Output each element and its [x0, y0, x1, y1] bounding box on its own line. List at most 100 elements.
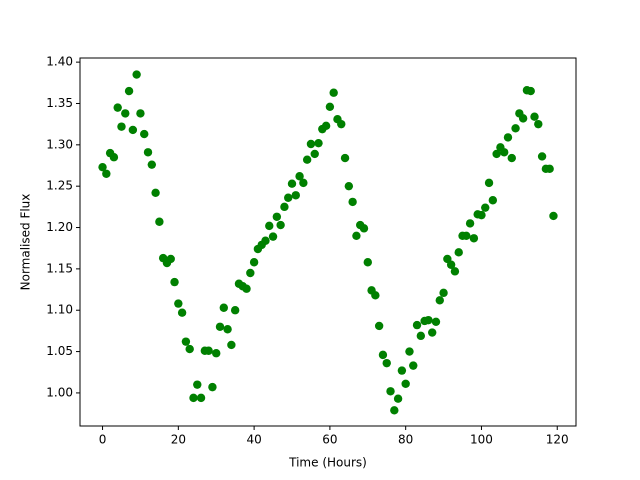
point — [371, 291, 380, 300]
point — [488, 196, 498, 205]
point — [204, 346, 213, 355]
point — [174, 299, 183, 308]
point — [215, 322, 225, 331]
point — [530, 112, 539, 121]
point — [227, 340, 236, 350]
point — [503, 133, 513, 142]
point — [219, 303, 228, 312]
point — [378, 350, 388, 360]
point — [428, 328, 437, 337]
point — [249, 258, 259, 267]
point — [287, 179, 297, 188]
point — [291, 191, 300, 200]
point — [409, 361, 418, 370]
point — [117, 122, 126, 131]
x-tick-label: 0 — [99, 433, 107, 447]
point — [484, 178, 494, 188]
point — [405, 347, 414, 356]
point — [185, 344, 194, 354]
point — [212, 349, 221, 358]
point — [390, 406, 399, 415]
point — [265, 221, 274, 231]
point — [189, 393, 198, 403]
point — [359, 224, 369, 233]
point — [242, 284, 251, 293]
point — [534, 119, 543, 129]
point — [166, 254, 175, 264]
point — [268, 232, 278, 241]
y-axis-label: Normalised Flux — [19, 194, 33, 291]
point — [128, 125, 138, 135]
y-tick-label: 1.10 — [46, 303, 73, 317]
x-tick-label: 60 — [322, 433, 337, 447]
point — [147, 160, 157, 169]
point — [230, 306, 240, 315]
point — [261, 236, 270, 245]
point — [302, 155, 312, 164]
point — [193, 380, 202, 389]
point — [352, 231, 361, 240]
point — [435, 296, 444, 305]
point — [469, 234, 479, 243]
plot-frame — [79, 57, 577, 427]
point — [526, 86, 535, 96]
x-tick-label: 120 — [546, 433, 569, 447]
point — [363, 258, 372, 267]
point — [272, 212, 282, 221]
point — [393, 394, 403, 403]
point — [462, 231, 471, 240]
point — [208, 382, 217, 392]
y-tick-label: 1.40 — [46, 55, 73, 69]
point — [511, 124, 520, 133]
point — [492, 149, 501, 159]
point — [314, 138, 323, 148]
point — [386, 387, 395, 396]
point — [325, 102, 335, 111]
point — [246, 268, 255, 278]
point — [223, 325, 232, 334]
point — [280, 202, 289, 212]
point — [545, 164, 554, 174]
y-tick-label: 1.15 — [46, 261, 73, 275]
point — [295, 172, 304, 181]
point — [401, 379, 410, 389]
point — [499, 148, 509, 157]
point — [132, 70, 141, 79]
point — [181, 337, 191, 346]
x-tick-label: 80 — [398, 433, 413, 447]
point — [329, 88, 338, 97]
y-tick-label: 1.00 — [46, 385, 73, 399]
point — [549, 211, 558, 221]
point — [310, 149, 319, 159]
point — [340, 153, 350, 163]
point — [102, 169, 111, 178]
point — [143, 148, 153, 157]
point — [348, 197, 357, 207]
y-tick-label: 1.30 — [46, 137, 73, 151]
point — [518, 114, 528, 123]
point — [344, 181, 354, 191]
point — [177, 308, 187, 317]
point — [151, 188, 160, 197]
x-tick-label: 40 — [246, 433, 261, 447]
point — [374, 321, 384, 331]
point — [98, 162, 107, 172]
point — [136, 109, 145, 118]
y-tick-label: 1.20 — [46, 220, 73, 234]
point — [507, 153, 516, 163]
point — [465, 219, 475, 228]
point — [477, 210, 486, 220]
point — [124, 86, 134, 96]
point — [121, 109, 130, 118]
point — [284, 193, 293, 202]
x-axis-label: Time (Hours) — [288, 456, 367, 470]
point — [397, 366, 407, 375]
point — [170, 277, 179, 287]
point — [537, 152, 547, 161]
point — [109, 153, 119, 162]
point — [382, 358, 391, 368]
point — [450, 267, 460, 276]
point — [299, 178, 308, 188]
